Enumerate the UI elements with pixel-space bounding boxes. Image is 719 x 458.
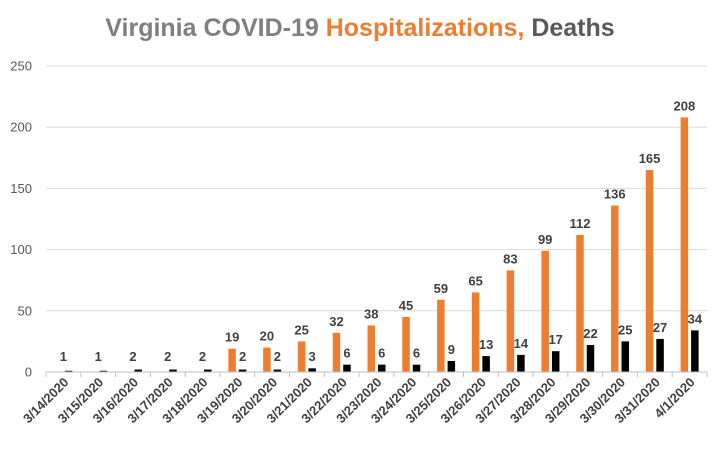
bar-hospitalizations xyxy=(576,234,584,372)
data-label-deaths: 2 xyxy=(164,349,171,364)
data-label-hospitalizations: 32 xyxy=(329,314,343,329)
bar-hospitalizations xyxy=(680,117,689,373)
title-part-0: Virginia COVID-19 xyxy=(105,14,325,42)
bar-deaths xyxy=(169,369,177,372)
bar-deaths xyxy=(204,369,212,372)
bar-deaths xyxy=(517,354,525,372)
y-tick-label: 0 xyxy=(25,365,32,380)
bars xyxy=(64,117,699,373)
data-label-hospitalizations: 25 xyxy=(294,322,308,337)
bar-deaths xyxy=(412,364,421,372)
bar-deaths xyxy=(656,338,664,372)
y-tick-label: 150 xyxy=(10,181,32,196)
data-label-hospitalizations: 45 xyxy=(399,298,413,313)
y-tick-label: 50 xyxy=(18,303,32,318)
data-label-deaths: 6 xyxy=(413,346,420,361)
data-label-deaths: 2 xyxy=(199,349,206,364)
bar-deaths xyxy=(621,341,630,372)
data-label-deaths: 34 xyxy=(688,311,703,326)
bar-deaths xyxy=(343,364,351,372)
bar-deaths xyxy=(64,370,73,372)
gridlines xyxy=(46,65,707,373)
bar-deaths xyxy=(551,351,560,372)
data-label-deaths: 9 xyxy=(448,342,455,357)
data-label-deaths: 1 xyxy=(95,349,102,364)
x-axis: 3/14/20203/15/20203/16/20203/17/20203/18… xyxy=(20,371,708,426)
data-label-deaths: 6 xyxy=(378,346,385,361)
bar-deaths xyxy=(691,330,699,372)
bar-deaths xyxy=(238,369,247,372)
y-tick-label: 250 xyxy=(10,59,32,74)
data-labels: 1 1 2 2 219220225332638645659965138314991711… xyxy=(60,98,703,364)
bar-deaths xyxy=(586,345,595,372)
bar-hospitalizations xyxy=(541,250,549,372)
bar-hospitalizations xyxy=(611,205,619,372)
bar-deaths xyxy=(447,360,456,372)
data-label-deaths: 1 xyxy=(60,349,67,364)
y-tick-label: 200 xyxy=(10,120,32,135)
title-part-1: Hospitalizations, xyxy=(326,14,525,42)
bar-hospitalizations xyxy=(506,270,515,372)
data-label-hospitalizations: 38 xyxy=(364,306,378,321)
data-label-deaths: 25 xyxy=(618,322,632,337)
data-label-hospitalizations: 20 xyxy=(260,329,274,344)
bar-deaths xyxy=(378,364,386,372)
data-label-hospitalizations: 112 xyxy=(569,216,590,231)
data-label-deaths: 6 xyxy=(343,346,350,361)
bar-deaths xyxy=(273,369,282,372)
bar-hospitalizations xyxy=(402,316,410,372)
y-axis: 0 50 100 150 200 250 xyxy=(10,59,32,380)
bar-hospitalizations xyxy=(263,347,271,372)
title-part-2: Deaths xyxy=(524,14,614,42)
data-label-deaths: 13 xyxy=(479,337,493,352)
bar-hospitalizations xyxy=(437,299,445,372)
data-label-deaths: 2 xyxy=(274,349,281,364)
data-label-deaths: 2 xyxy=(129,349,136,364)
bar-hospitalizations xyxy=(297,341,306,372)
data-label-hospitalizations: 165 xyxy=(639,151,661,166)
bar-deaths xyxy=(99,370,108,372)
data-label-hospitalizations: 208 xyxy=(674,98,696,113)
data-label-hospitalizations: 19 xyxy=(225,330,239,345)
bar-hospitalizations xyxy=(332,332,341,372)
data-label-hospitalizations: 65 xyxy=(468,273,482,288)
bar-deaths xyxy=(482,356,490,372)
chart-title: Virginia COVID-19 Hospitalizations, Deat… xyxy=(105,14,614,42)
data-label-deaths: 3 xyxy=(309,349,316,364)
data-label-deaths: 2 xyxy=(239,349,246,364)
bar-hospitalizations xyxy=(471,292,480,372)
data-label-deaths: 27 xyxy=(653,320,667,335)
y-tick-label: 100 xyxy=(10,242,32,257)
data-label-hospitalizations: 99 xyxy=(538,232,552,247)
bar-hospitalizations xyxy=(228,348,236,372)
data-label-hospitalizations: 83 xyxy=(503,251,517,266)
bar-deaths xyxy=(308,368,316,372)
bar-hospitalizations xyxy=(367,325,375,372)
data-label-deaths: 14 xyxy=(514,336,529,351)
bar-hospitalizations xyxy=(645,170,654,372)
data-label-deaths: 22 xyxy=(583,326,597,341)
data-label-deaths: 17 xyxy=(548,332,562,347)
data-label-hospitalizations: 136 xyxy=(604,187,626,202)
data-label-hospitalizations: 59 xyxy=(434,281,448,296)
bar-deaths xyxy=(134,369,142,372)
